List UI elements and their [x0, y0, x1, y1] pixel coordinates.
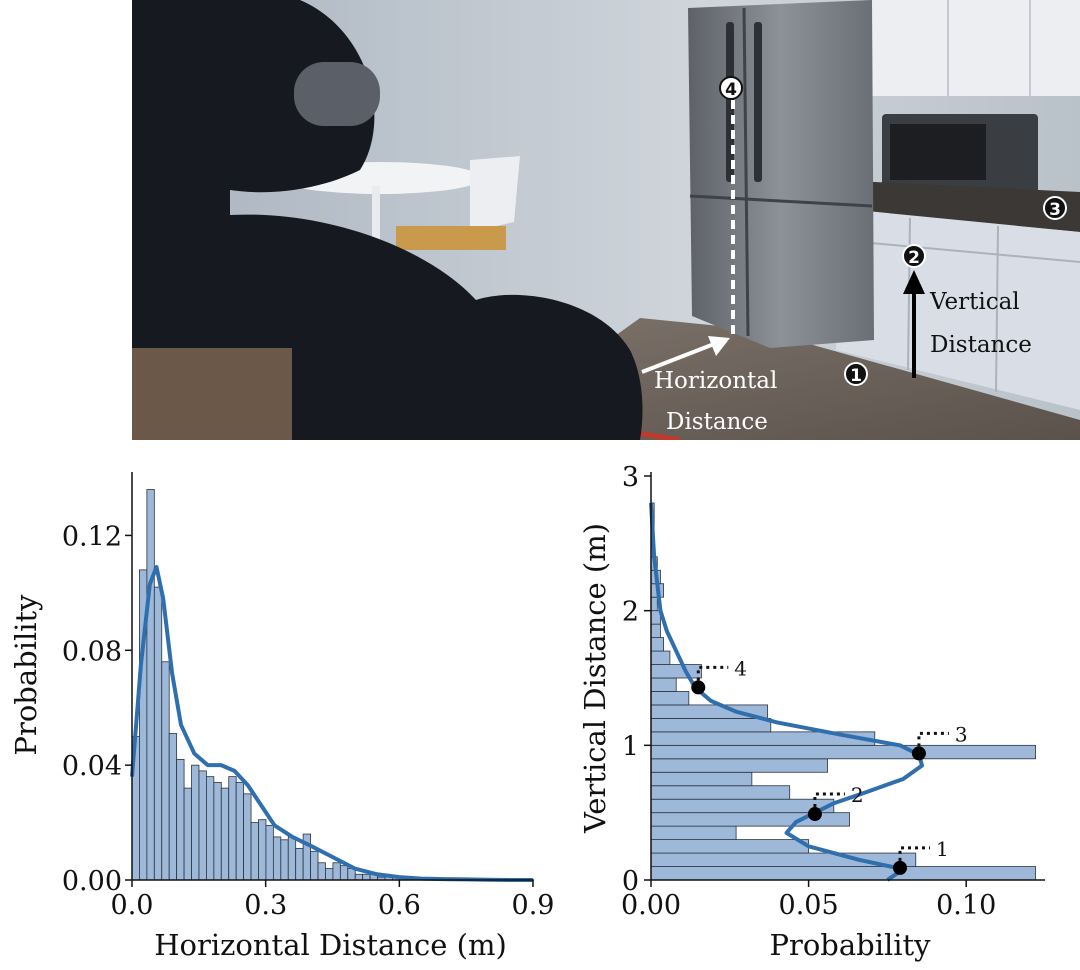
- histogram-bar: [650, 596, 658, 612]
- histogram-bar: [650, 839, 810, 854]
- histogram-bar: [191, 764, 200, 881]
- histogram-bar: [220, 787, 230, 881]
- y-tick-label: 0.12: [62, 521, 122, 552]
- histogram-bar: [650, 825, 737, 841]
- y-tick-label: 2: [622, 597, 639, 628]
- histogram-bar: [287, 836, 297, 881]
- histogram-bar: [332, 862, 341, 881]
- x-tick-label: 0.9: [512, 890, 555, 921]
- marker-2: 2: [902, 244, 926, 268]
- histogram-bar: [243, 793, 252, 881]
- kde-curve: [649, 502, 925, 882]
- peak-label: 4: [734, 656, 747, 680]
- histogram-bar: [280, 839, 289, 881]
- x-tick-label: 0.6: [378, 890, 421, 921]
- svg-text:4: 4: [725, 80, 737, 100]
- histogram-bar: [176, 759, 185, 881]
- marker-1: 1: [844, 362, 868, 386]
- y-tick-label: 3: [622, 462, 639, 493]
- histogram-bar: [325, 868, 334, 881]
- svg-text:1: 1: [850, 366, 862, 386]
- countertop: [834, 180, 1080, 232]
- x-tick-label: 0.3: [244, 890, 287, 921]
- peak-label: 3: [955, 722, 968, 746]
- marker-4: 4: [719, 76, 743, 100]
- horizontal-distance-arrow: [641, 342, 715, 374]
- y-axis-title: Probability: [9, 594, 43, 756]
- y-tick-label: 0.04: [62, 751, 122, 782]
- peak-label: 2: [851, 783, 864, 807]
- histogram-bar: [168, 733, 178, 881]
- histogram-bar: [650, 623, 661, 639]
- horizontal-distance-histogram: 0.0 0.3 0.6 0.9 0.00 0.04 0.08 0.12 Horizontal D…: [9, 472, 554, 962]
- svg-text:3: 3: [1049, 200, 1061, 220]
- histogram-bar: [650, 866, 1036, 881]
- y-tick-label: 0.00: [62, 866, 122, 897]
- x-axis-title: Horizontal Distance (m): [154, 928, 507, 962]
- x-axis-title: Probability: [769, 928, 931, 962]
- vertical-label-line2: Distance: [930, 332, 1032, 358]
- histogram-bar: [354, 873, 364, 881]
- histogram-bar: [339, 865, 349, 881]
- vertical-distance-histogram: 1 2 3 4 0.00 0.05 0.10 0 1 2 3 Probability Vertical …: [578, 462, 1045, 962]
- histogram-bar: [650, 771, 753, 787]
- peak-marker: [893, 860, 908, 875]
- histogram-bar: [362, 873, 371, 881]
- histogram-bar: [650, 785, 791, 800]
- histogram-bar: [206, 776, 215, 881]
- y-tick-label: 1: [622, 731, 639, 762]
- histogram-bar: [272, 836, 282, 881]
- histogram-bar: [265, 825, 274, 881]
- peak-label: 1: [936, 837, 949, 861]
- x-tick-label: 0.0: [111, 890, 154, 921]
- y-tick-label: 0.08: [62, 636, 122, 667]
- histogram-bar: [650, 718, 772, 733]
- histogram-bar: [146, 489, 155, 881]
- vertical-label-line1: Vertical: [929, 289, 1020, 315]
- peak-marker: [691, 680, 706, 695]
- histogram-bar: [258, 819, 267, 881]
- histogram-bar: [650, 798, 835, 814]
- kde-curve: [130, 565, 533, 882]
- histogram-bar: [310, 850, 319, 881]
- histogram-bar: [183, 787, 192, 881]
- x-tick-label: 0.10: [936, 890, 996, 921]
- histogram-bar: [153, 586, 163, 881]
- peak-marker: [911, 746, 926, 761]
- horizontal-label-line2: Distance: [666, 409, 768, 435]
- horizontal-label-line1: Horizontal: [654, 368, 777, 394]
- lower-cabinets: [836, 208, 1080, 410]
- histogram-bar: [228, 776, 237, 881]
- histogram-bar: [650, 677, 677, 692]
- histogram-bar: [650, 758, 828, 773]
- x-tick-label: 0.00: [621, 890, 681, 921]
- peak-marker: [807, 807, 822, 822]
- y-axis-title: Vertical Distance (m): [578, 523, 612, 834]
- peak-leader-line: [917, 731, 949, 747]
- histogram-bar: [235, 781, 245, 881]
- robot: [132, 0, 643, 440]
- histogram-bar: [161, 661, 170, 881]
- histogram-bar: [650, 744, 1036, 760]
- marker-3: 3: [1043, 196, 1067, 220]
- y-tick-label: 0: [622, 866, 639, 897]
- histogram-bar: [317, 862, 326, 881]
- x-tick-label: 0.05: [779, 890, 839, 921]
- histogram-bar: [650, 650, 671, 665]
- peak-leader-line: [696, 665, 729, 681]
- histogram-bar: [250, 822, 259, 881]
- upper-cabinets: [872, 0, 1080, 96]
- scene-photo: 4 3 2 1 Horizontal Distance Vertical Dis…: [132, 0, 1080, 440]
- histogram-bar: [213, 781, 222, 881]
- svg-text:2: 2: [908, 248, 920, 268]
- histogram-bar: [198, 770, 207, 881]
- histogram-bar: [650, 664, 702, 679]
- histogram-bar: [295, 848, 304, 881]
- chair: [470, 156, 520, 232]
- histogram-bar: [650, 637, 665, 652]
- histogram-bar: [650, 691, 690, 706]
